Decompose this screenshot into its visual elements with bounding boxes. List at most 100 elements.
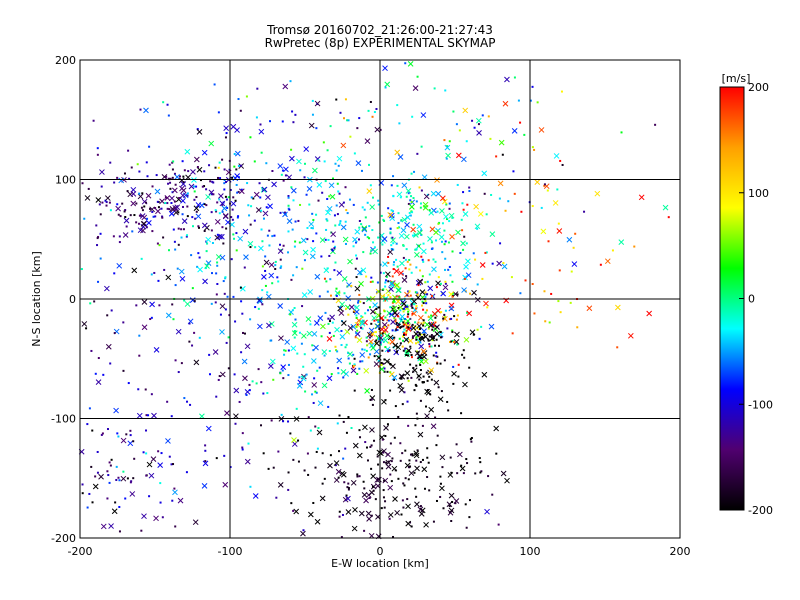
data-point-cross	[420, 112, 427, 118]
data-point-cross	[350, 323, 357, 330]
data-point-dot	[381, 438, 384, 441]
data-point-dot	[249, 136, 252, 139]
data-point-dot	[264, 269, 267, 272]
data-point-cross	[369, 204, 376, 210]
data-point-cross	[141, 299, 148, 305]
data-point-cross	[618, 239, 625, 245]
data-point-dot	[409, 453, 412, 456]
data-point-dot	[432, 354, 435, 357]
data-point-dot	[410, 172, 413, 175]
data-point-dot	[510, 276, 513, 279]
data-point-cross	[552, 200, 559, 206]
data-point-dot	[204, 460, 207, 463]
data-point-cross	[282, 83, 289, 90]
data-point-dot	[386, 370, 389, 373]
data-point-dot	[409, 214, 412, 217]
data-point-cross	[355, 160, 362, 166]
data-point-dot	[374, 311, 377, 314]
data-point-dot	[402, 349, 405, 352]
y-tick-label: 200	[55, 54, 76, 67]
data-point-cross	[205, 425, 212, 432]
data-point-dot	[86, 423, 89, 426]
data-point-dot	[262, 452, 265, 455]
data-point-cross	[169, 205, 176, 212]
data-point-dot	[397, 415, 400, 418]
data-point-dot	[323, 354, 326, 357]
data-point-dot	[233, 165, 236, 168]
data-point-cross	[354, 228, 361, 235]
data-point-dot	[411, 234, 414, 237]
data-point-dot	[419, 399, 422, 402]
data-point-dot	[215, 395, 218, 398]
data-point-dot	[395, 295, 398, 298]
data-point-dot	[422, 381, 425, 384]
data-point-dot	[148, 495, 151, 498]
data-point-cross	[387, 249, 394, 255]
data-point-cross	[268, 363, 274, 369]
data-point-dot	[458, 129, 461, 132]
data-point-dot	[421, 336, 424, 339]
data-point-dot	[406, 294, 409, 297]
data-point-dot	[295, 266, 298, 269]
data-point-cross	[421, 353, 428, 360]
data-point-cross	[141, 214, 148, 221]
data-point-dot	[216, 261, 219, 264]
data-point-cross	[371, 315, 378, 321]
data-point-cross	[398, 387, 405, 393]
data-point-cross	[268, 272, 275, 279]
data-point-dot	[292, 121, 295, 124]
data-point-cross	[473, 203, 479, 210]
data-point-cross	[306, 330, 313, 337]
data-point-dot	[282, 244, 285, 247]
colorbar-tick-label: 0	[748, 293, 755, 306]
data-point-dot	[373, 355, 376, 358]
data-point-dot	[410, 304, 413, 307]
data-point-dot	[166, 103, 169, 106]
data-point-dot	[436, 434, 439, 437]
data-point-dot	[392, 175, 395, 178]
data-point-dot	[206, 242, 209, 245]
data-point-cross	[556, 228, 563, 234]
data-point-cross	[303, 146, 310, 152]
data-point-dot	[407, 326, 410, 329]
data-point-cross	[140, 220, 147, 227]
data-point-cross	[301, 333, 307, 339]
data-point-dot	[90, 349, 93, 352]
data-point-cross	[454, 331, 460, 338]
data-point-cross	[382, 337, 389, 344]
data-point-dot	[465, 526, 468, 529]
data-point-dot	[417, 284, 420, 287]
data-point-dot	[574, 232, 577, 235]
data-point-cross	[418, 343, 425, 350]
data-point-dot	[404, 317, 407, 320]
data-point-dot	[182, 228, 185, 231]
data-point-dot	[287, 420, 290, 423]
data-point-dot	[377, 360, 380, 363]
data-point-dot	[287, 363, 290, 366]
data-point-dot	[533, 312, 536, 315]
data-point-cross	[382, 477, 389, 484]
data-point-dot	[377, 199, 380, 202]
data-point-dot	[203, 229, 206, 232]
data-point-dot	[403, 323, 406, 326]
data-point-dot	[491, 493, 494, 496]
data-point-cross	[465, 272, 472, 279]
x-tick-label: -100	[218, 545, 243, 558]
data-point-dot	[247, 204, 250, 207]
data-point-cross	[311, 382, 318, 388]
data-point-dot	[188, 322, 191, 325]
data-point-dot	[520, 210, 523, 213]
data-point-dot	[418, 186, 421, 189]
data-point-dot	[249, 318, 252, 321]
data-point-cross	[348, 304, 355, 310]
data-point-dot	[376, 455, 379, 458]
data-point-dot	[198, 336, 201, 339]
data-point-dot	[310, 226, 313, 229]
data-point-dot	[420, 229, 423, 232]
data-point-cross	[615, 304, 621, 311]
data-point-dot	[416, 294, 419, 297]
data-point-cross	[98, 473, 104, 480]
data-point-dot	[145, 429, 148, 432]
data-point-dot	[392, 263, 395, 266]
data-point-dot	[547, 240, 550, 243]
